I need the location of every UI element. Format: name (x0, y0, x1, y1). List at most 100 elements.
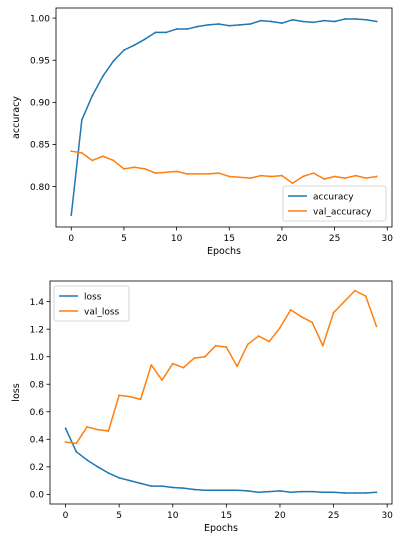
data-point-val_loss (150, 364, 153, 366)
data-point-val_accuracy (302, 175, 304, 178)
data-point-loss (311, 490, 314, 493)
y-tick-label: 1.4 (30, 298, 45, 308)
data-point-val_accuracy (217, 172, 220, 174)
data-point-loss (182, 487, 185, 490)
data-point-val_loss (182, 366, 185, 369)
y-tick-label: 0.90 (30, 99, 50, 109)
series-line-val_loss (65, 289, 378, 445)
data-point-val_accuracy (238, 176, 241, 179)
data-point-val_loss (86, 426, 88, 428)
y-tick-label: 0.2 (30, 463, 44, 473)
data-point-accuracy (123, 49, 125, 52)
data-point-loss (268, 490, 271, 493)
data-point-loss (139, 482, 142, 485)
data-point-loss (214, 489, 217, 492)
data-point-loss (375, 491, 378, 494)
data-point-loss (321, 491, 324, 494)
data-point-val_accuracy (281, 174, 283, 177)
data-point-val_loss (246, 343, 249, 346)
loss-chart: 0 5 10 15 20 25 30 0.0 0.2 0.4 0.6 0.8 1.0 1.2 1.4 Epoc… (11, 280, 393, 534)
data-point-loss (257, 491, 260, 494)
data-point-val_loss (364, 295, 367, 298)
y-axis-label: accuracy (11, 96, 22, 139)
y-tick-label: 0.95 (30, 56, 50, 66)
x-tick-label: 15 (224, 234, 235, 244)
x-tick-label: 20 (274, 511, 286, 521)
legend: accuracy val_accuracy (282, 185, 387, 222)
legend: loss val_loss (53, 285, 130, 322)
data-point-val_accuracy (312, 172, 315, 174)
data-point-val_loss (236, 365, 238, 368)
data-point-val_loss (161, 379, 163, 382)
data-point-val_loss (268, 340, 271, 343)
data-point-val_accuracy (91, 159, 94, 162)
x-tick-label: 10 (171, 234, 183, 244)
data-point-loss (236, 489, 238, 492)
data-point-val_loss (225, 346, 228, 348)
data-point-accuracy (101, 75, 104, 78)
data-point-val_loss (139, 398, 142, 401)
data-point-accuracy (302, 20, 304, 23)
data-point-val_loss (279, 326, 281, 329)
series-line-val_accuracy (71, 150, 377, 184)
data-point-loss (343, 492, 346, 494)
data-point-loss (246, 490, 249, 492)
data-point-accuracy (249, 23, 252, 25)
data-point-accuracy (228, 24, 231, 27)
data-point-val_loss (311, 321, 314, 324)
data-point-accuracy (175, 28, 178, 30)
data-point-accuracy (80, 119, 83, 121)
x-tick-label: 0 (68, 234, 74, 244)
data-point-val_accuracy (186, 173, 189, 175)
y-tick-label: 1.0 (30, 353, 45, 363)
x-tick-label: 10 (167, 511, 179, 521)
x-tick-label: 15 (221, 511, 232, 521)
data-point-val_accuracy (196, 173, 199, 175)
y-tick-label: 0.85 (30, 141, 50, 151)
y-tick-label: 0.6 (30, 408, 45, 418)
data-point-val_accuracy (154, 172, 157, 174)
data-point-loss (128, 479, 131, 482)
y-tick-label: 0.4 (30, 436, 45, 446)
data-point-accuracy (207, 23, 210, 26)
data-point-loss (364, 492, 367, 494)
data-point-val_loss (128, 395, 131, 398)
data-point-accuracy (365, 18, 368, 21)
data-point-accuracy (333, 20, 336, 23)
data-point-accuracy (165, 31, 167, 34)
data-point-loss (332, 491, 335, 494)
data-point-accuracy (70, 214, 73, 217)
data-point-val_loss (343, 300, 346, 303)
series-line-accuracy (70, 18, 377, 216)
data-point-loss (204, 489, 206, 492)
data-point-loss (300, 490, 303, 493)
x-axis-label: Epochs (207, 246, 241, 257)
data-point-loss (161, 485, 163, 488)
data-point-val_accuracy (323, 178, 325, 180)
data-point-val_loss (300, 315, 303, 318)
data-point-val_accuracy (354, 174, 357, 177)
data-point-accuracy (196, 25, 199, 28)
data-point-val_loss (332, 311, 335, 314)
legend-label: val_accuracy (313, 207, 372, 217)
data-point-accuracy (270, 20, 273, 23)
legend-label: loss (84, 292, 102, 302)
x-axis-label: Epochs (204, 523, 238, 534)
x-tick-label: 25 (329, 234, 340, 244)
series-line-loss (64, 427, 377, 494)
data-point-val_accuracy (123, 167, 125, 170)
data-point-val_accuracy (133, 166, 136, 169)
data-point-loss (193, 488, 196, 491)
data-point-accuracy (344, 18, 347, 20)
data-point-accuracy (112, 60, 115, 62)
data-point-loss (107, 472, 110, 474)
data-point-accuracy (133, 44, 136, 46)
y-axis-label: loss (11, 383, 22, 401)
x-tick-label: 0 (63, 511, 69, 521)
data-point-loss (225, 489, 228, 492)
data-point-loss (289, 491, 292, 494)
data-point-loss (354, 492, 356, 494)
data-point-val_accuracy (101, 155, 104, 158)
data-point-val_accuracy (144, 167, 146, 170)
